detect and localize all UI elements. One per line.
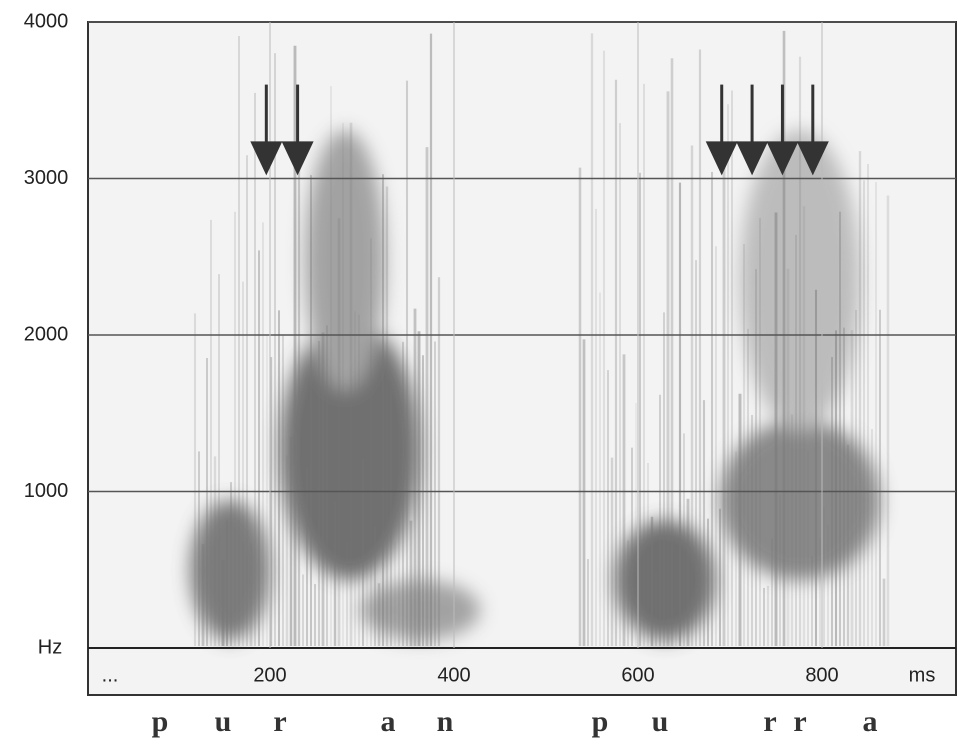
- arrow-head: [736, 141, 769, 176]
- spectrogram-striations: [193, 30, 890, 646]
- segment-label: p: [592, 705, 609, 738]
- x-axis-label: ms: [909, 664, 936, 686]
- arrow-head: [705, 141, 738, 176]
- arrow-head: [281, 141, 314, 176]
- segment-label: r: [273, 705, 286, 738]
- arrow: [766, 84, 799, 176]
- arrow: [281, 84, 314, 176]
- x-tick-label: 200: [253, 664, 286, 686]
- segment-label: a: [381, 705, 396, 738]
- segment-label: r: [763, 705, 776, 738]
- x-start-label: ...: [102, 664, 119, 686]
- arrow: [250, 84, 283, 176]
- x-tick-label: 600: [621, 664, 654, 686]
- segment-label: a: [863, 705, 878, 738]
- x-tick-label: 800: [805, 664, 838, 686]
- y-tick-label: 3000: [24, 167, 69, 189]
- x-tick-label: 400: [437, 664, 470, 686]
- arrow-head: [250, 141, 283, 176]
- arrow: [736, 84, 769, 176]
- segment-label: u: [652, 705, 669, 738]
- arrow: [705, 84, 738, 176]
- segment-label: r: [793, 705, 806, 738]
- y-tick-label: 2000: [24, 323, 69, 345]
- y-tick-label: 4000: [24, 10, 69, 32]
- segment-label: u: [215, 705, 232, 738]
- arrow-head: [796, 141, 829, 176]
- segment-label: p: [152, 705, 169, 738]
- y-tick-label: 1000: [24, 480, 69, 502]
- y-axis-label: Hz: [38, 636, 62, 658]
- arrow: [796, 84, 829, 176]
- segment-label: n: [437, 705, 454, 738]
- arrow-head: [766, 141, 799, 176]
- spectrogram-energy: [190, 130, 880, 640]
